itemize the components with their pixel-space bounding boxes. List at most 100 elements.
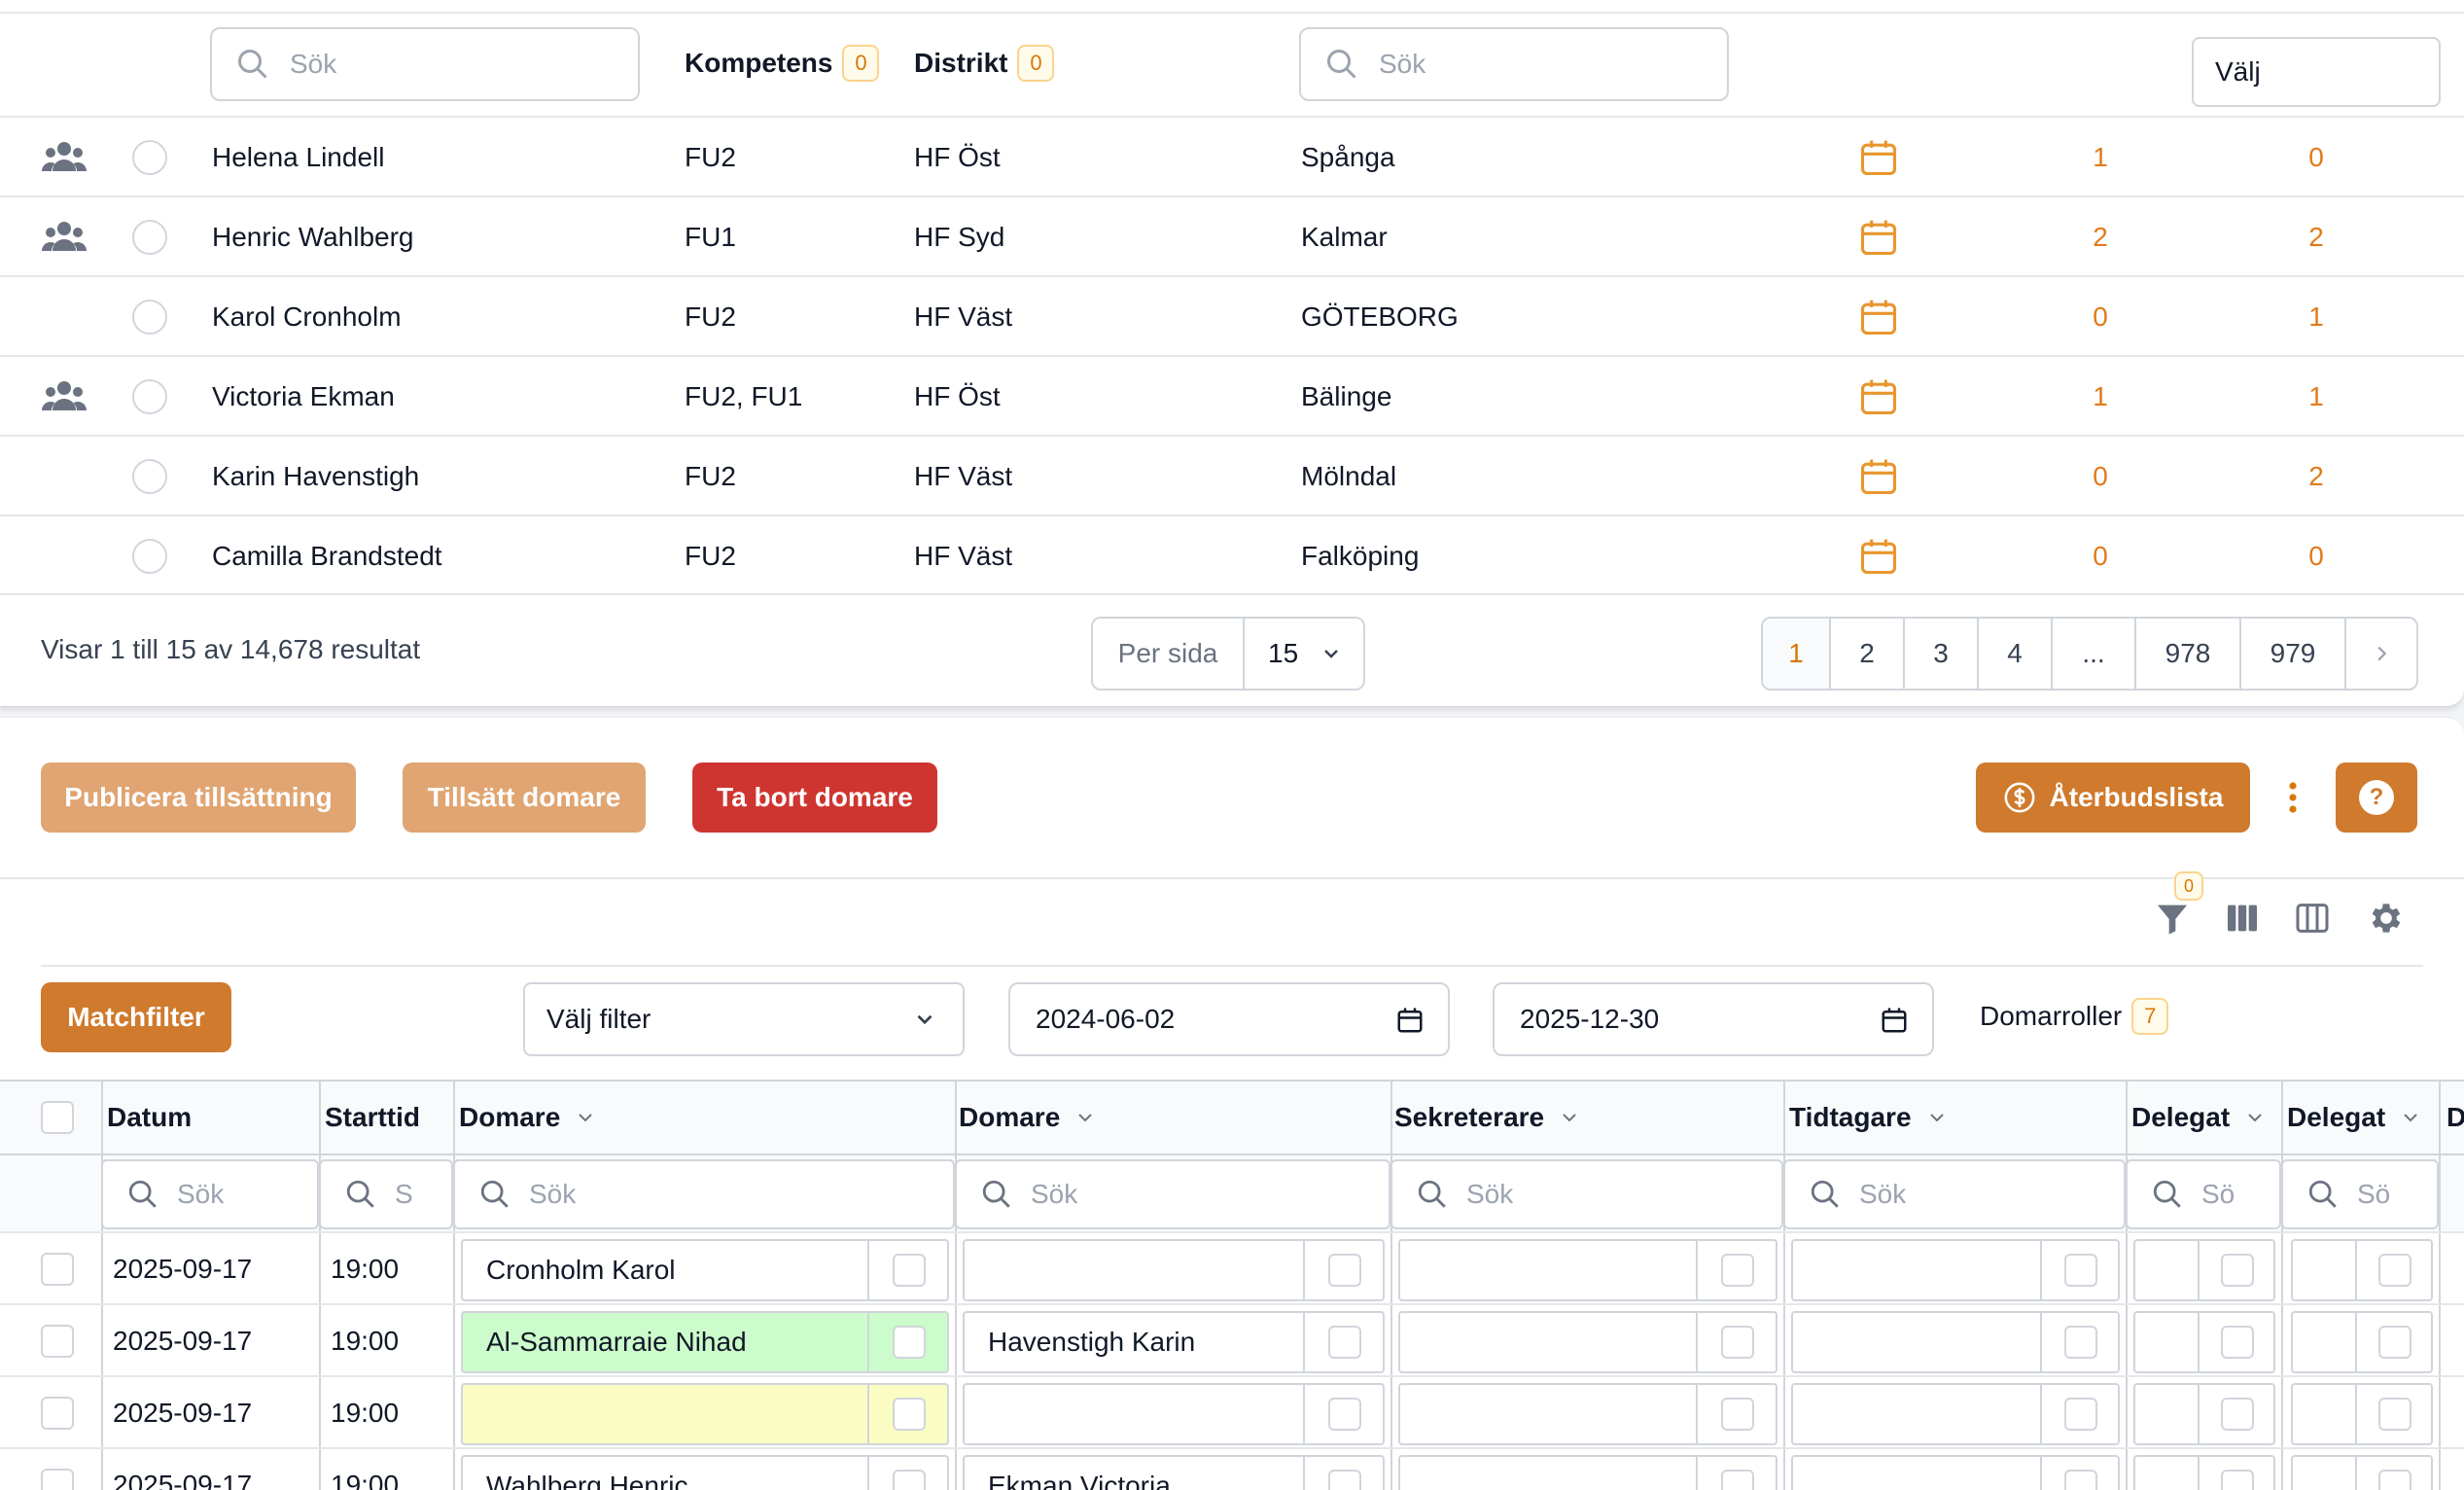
slot-checkbox[interactable]	[2064, 1326, 2097, 1359]
referee-slot[interactable]	[2291, 1239, 2433, 1301]
referee-slot[interactable]	[2133, 1311, 2275, 1373]
referee-row[interactable]: Karin Havenstigh FU2 HF Väst Mölndal 0 2	[0, 435, 2464, 514]
slot-checkbox[interactable]	[2378, 1470, 2411, 1490]
calendar-icon[interactable]	[1857, 516, 1900, 596]
referee-row[interactable]: Camilla Brandstedt FU2 HF Väst Falköping 0 0	[0, 514, 2464, 594]
slot-checkbox[interactable]	[2378, 1326, 2411, 1359]
district-header[interactable]: Distrikt 0	[914, 45, 1055, 82]
name-search-input[interactable]: Sök	[210, 27, 640, 101]
referee-slot[interactable]	[1791, 1383, 2120, 1445]
referee-slot[interactable]	[1791, 1311, 2120, 1373]
slot-checkbox[interactable]	[2221, 1326, 2254, 1359]
referee-slot[interactable]: Al-Sammarraie Nihad	[461, 1311, 949, 1373]
referee-row[interactable]: Victoria Ekman FU2, FU1 HF Öst Bälinge 1 1	[0, 355, 2464, 435]
referee-slot[interactable]	[963, 1383, 1385, 1445]
assign-referee-button[interactable]: Tillsätt domare	[403, 763, 646, 833]
select-dropdown[interactable]: Välj	[2192, 37, 2441, 107]
column-header[interactable]: Delegat	[2131, 1082, 2267, 1153]
match-row[interactable]: 2025-09-17 19:00 Cronholm Karol	[0, 1231, 2464, 1305]
date-to-input[interactable]: 2025-12-30	[1493, 982, 1934, 1056]
slot-checkbox[interactable]	[1721, 1470, 1754, 1490]
referee-slot[interactable]	[2133, 1383, 2275, 1445]
match-row[interactable]: 2025-09-17 19:00	[0, 1375, 2464, 1449]
page-3[interactable]: 3	[1905, 619, 1979, 689]
slot-checkbox[interactable]	[893, 1470, 926, 1490]
calendar-icon[interactable]	[1857, 277, 1900, 357]
referee-slot[interactable]	[461, 1383, 949, 1445]
referee-slot[interactable]	[2291, 1311, 2433, 1373]
referee-row[interactable]: Henric Wahlberg FU1 HF Syd Kalmar 2 2	[0, 195, 2464, 275]
referee-roles-toggle[interactable]: Domarroller 7	[1980, 998, 2169, 1035]
per-page-select[interactable]: Per sida 15	[1091, 617, 1365, 691]
row-checkbox[interactable]	[41, 1449, 74, 1490]
location-search-input[interactable]: Sök	[1299, 27, 1729, 101]
referee-slot[interactable]: Havenstigh Karin	[963, 1311, 1385, 1373]
referee-slot[interactable]	[2291, 1383, 2433, 1445]
slot-checkbox[interactable]	[2221, 1254, 2254, 1287]
columns-compact-button[interactable]	[2223, 899, 2262, 944]
slot-checkbox[interactable]	[2378, 1254, 2411, 1287]
referee-slot[interactable]	[1398, 1383, 1778, 1445]
calendar-icon[interactable]	[1857, 357, 1900, 437]
referee-slot[interactable]: Ekman Victoria	[963, 1455, 1385, 1490]
row-radio[interactable]	[132, 357, 167, 437]
row-radio[interactable]	[132, 197, 167, 277]
slot-checkbox[interactable]	[893, 1398, 926, 1431]
column-search-input[interactable]: Sök	[1783, 1159, 2126, 1229]
match-row[interactable]: 2025-09-17 19:00 Al-Sammarraie Nihad Havens…	[0, 1303, 2464, 1377]
columns-toggle-button[interactable]	[2293, 899, 2332, 944]
column-search-input[interactable]: Sö	[2126, 1159, 2281, 1229]
referee-slot[interactable]	[1398, 1239, 1778, 1301]
slot-checkbox[interactable]	[1328, 1470, 1361, 1490]
referee-slot[interactable]: Cronholm Karol	[461, 1239, 949, 1301]
referee-slot[interactable]	[1791, 1239, 2120, 1301]
column-header[interactable]: Domare	[959, 1082, 1097, 1153]
referee-row[interactable]: Karol Cronholm FU2 HF Väst GÖTEBORG 0 1	[0, 275, 2464, 355]
slot-checkbox[interactable]	[1328, 1398, 1361, 1431]
row-checkbox[interactable]	[41, 1233, 74, 1305]
row-radio[interactable]	[132, 516, 167, 596]
slot-checkbox[interactable]	[2221, 1398, 2254, 1431]
page-2[interactable]: 2	[1831, 619, 1905, 689]
column-header[interactable]: Sekreterare	[1394, 1082, 1581, 1153]
publish-assignment-button[interactable]: Publicera tillsättning	[41, 763, 356, 833]
page-978[interactable]: 978	[2136, 619, 2241, 689]
calendar-icon[interactable]	[1857, 437, 1900, 516]
column-header[interactable]: Tidtagare	[1789, 1082, 1949, 1153]
settings-button[interactable]	[2367, 899, 2406, 944]
column-header[interactable]: Delegat	[2287, 1082, 2422, 1153]
row-checkbox[interactable]	[41, 1305, 74, 1377]
column-search-input[interactable]: Sök	[453, 1159, 955, 1229]
slot-checkbox[interactable]	[2064, 1470, 2097, 1490]
referee-slot[interactable]	[1398, 1455, 1778, 1490]
remove-referee-button[interactable]: Ta bort domare	[692, 763, 937, 833]
slot-checkbox[interactable]	[1328, 1254, 1361, 1287]
column-search-input[interactable]: Sök	[955, 1159, 1390, 1229]
filter-button[interactable]: 0	[2153, 871, 2203, 944]
date-from-input[interactable]: 2024-06-02	[1008, 982, 1450, 1056]
slot-checkbox[interactable]	[2064, 1398, 2097, 1431]
column-search-input[interactable]: Sök	[101, 1159, 319, 1229]
column-search-input[interactable]: S	[319, 1159, 453, 1229]
select-all-checkbox[interactable]	[41, 1101, 74, 1134]
slot-checkbox[interactable]	[1721, 1326, 1754, 1359]
slot-checkbox[interactable]	[2221, 1470, 2254, 1490]
column-header[interactable]: Domare	[459, 1082, 597, 1153]
referee-slot[interactable]: Wahlberg Henric	[461, 1455, 949, 1490]
slot-checkbox[interactable]	[1721, 1398, 1754, 1431]
column-search-input[interactable]: Sök	[1390, 1159, 1783, 1229]
slot-checkbox[interactable]	[893, 1254, 926, 1287]
referee-slot[interactable]	[2291, 1455, 2433, 1490]
competence-header[interactable]: Kompetens 0	[685, 45, 880, 82]
page-4[interactable]: 4	[1979, 619, 2053, 689]
column-header[interactable]: Datum	[107, 1082, 192, 1153]
referee-slot[interactable]	[2133, 1455, 2275, 1490]
column-search-input[interactable]: Sö	[2281, 1159, 2439, 1229]
refund-list-button[interactable]: Återbudslista	[1976, 763, 2250, 833]
referee-row[interactable]: Helena Lindell FU2 HF Öst Spånga 1 0	[0, 116, 2464, 195]
slot-checkbox[interactable]	[1721, 1254, 1754, 1287]
calendar-icon[interactable]	[1857, 197, 1900, 277]
row-radio[interactable]	[132, 118, 167, 197]
referee-slot[interactable]	[1791, 1455, 2120, 1490]
page-979[interactable]: 979	[2241, 619, 2346, 689]
